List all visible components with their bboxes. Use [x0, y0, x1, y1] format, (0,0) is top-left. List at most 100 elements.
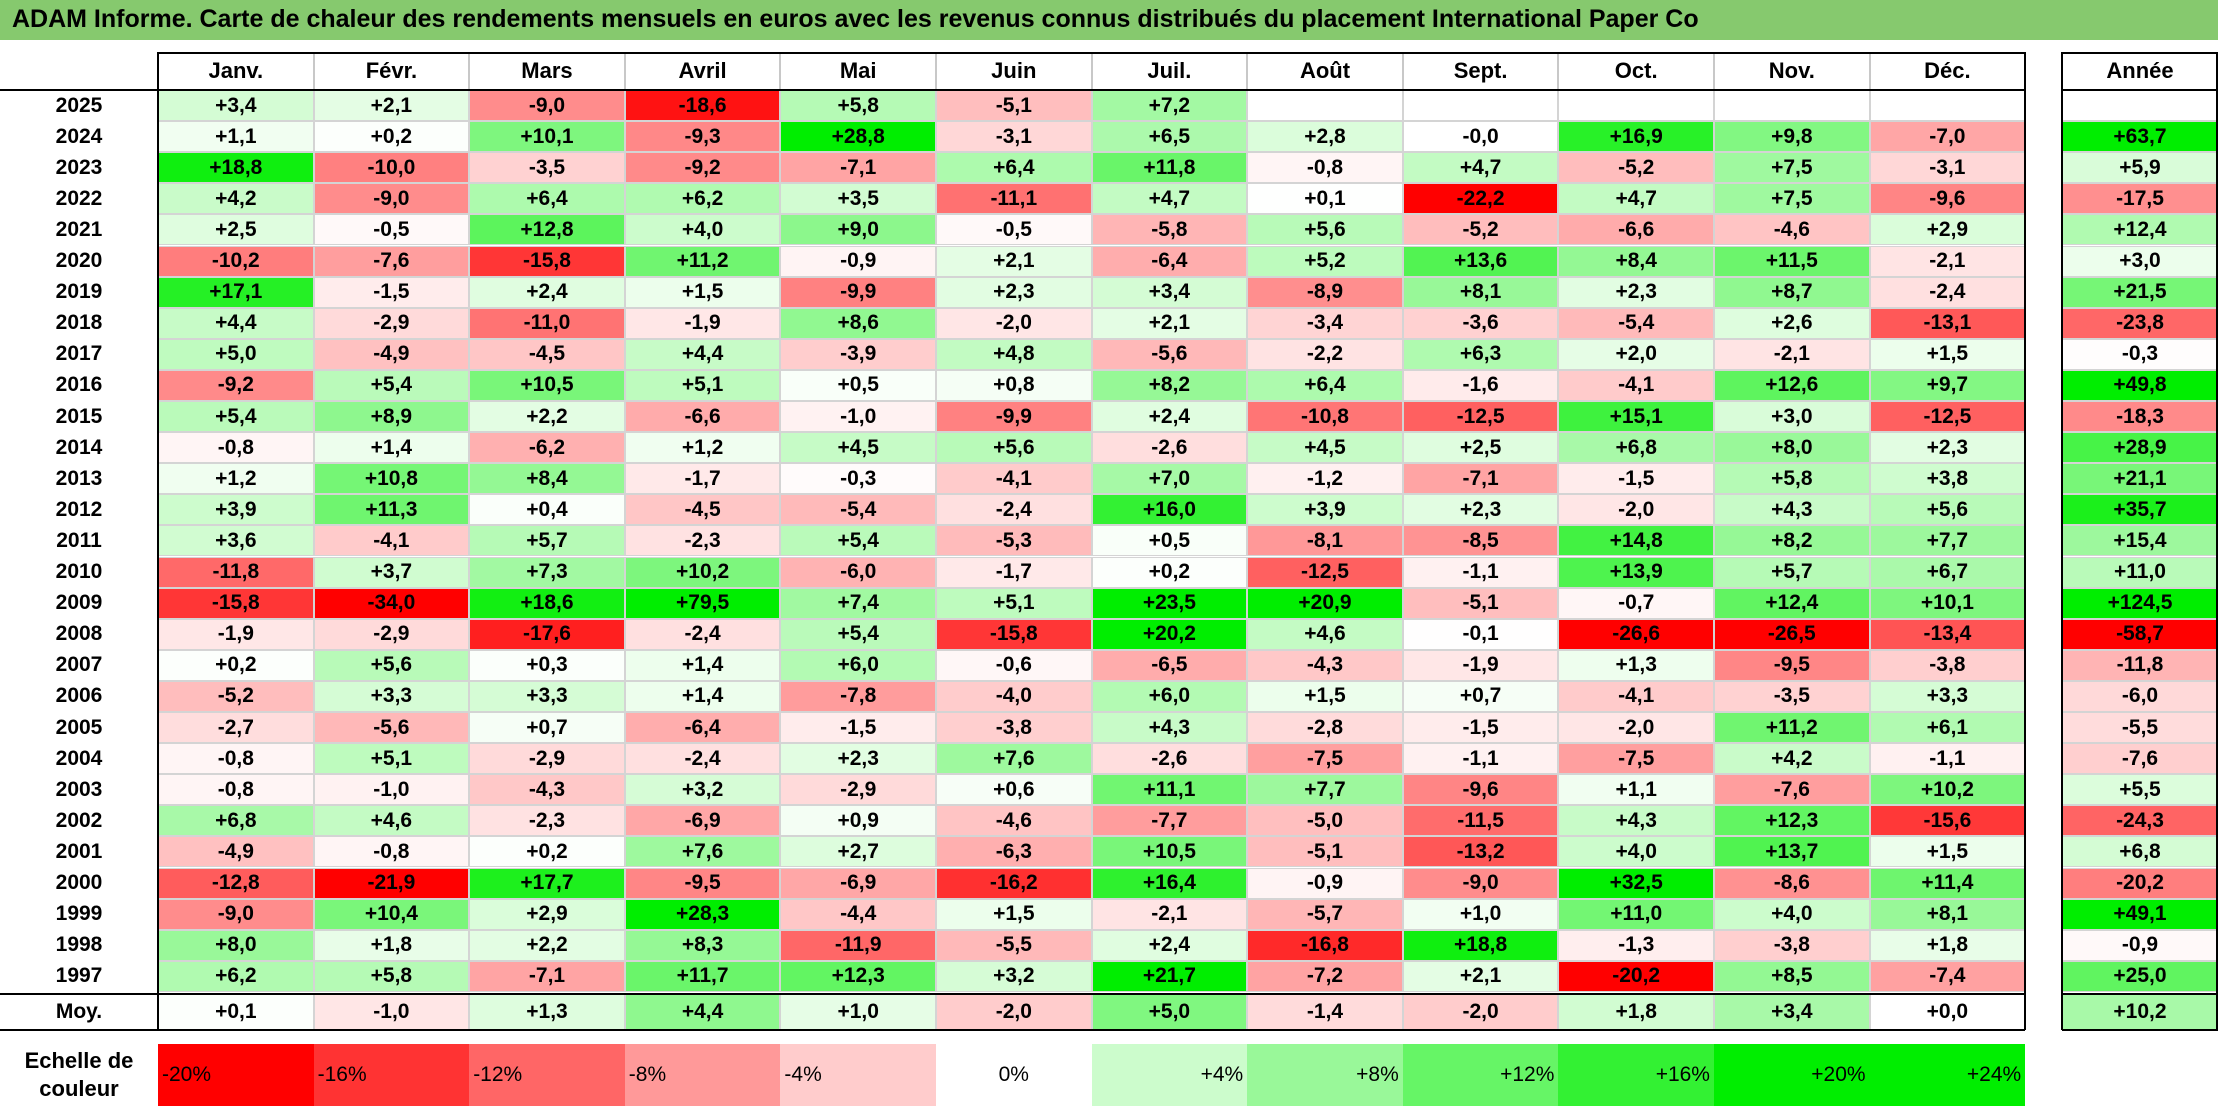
heatmap-cell: +2,4: [469, 276, 625, 308]
heatmap-cell: +8,3: [624, 929, 781, 961]
annual-cell: -11,8: [2062, 649, 2218, 681]
heatmap-cell: +8,2: [1091, 369, 1248, 401]
heatmap-cell: -1,1: [1402, 743, 1559, 775]
heatmap-cell: +1,8: [313, 929, 470, 961]
heatmap-cell: -0,7: [1558, 587, 1714, 619]
heatmap-cell: -12,5: [1402, 401, 1559, 433]
heatmap-cell: [1714, 90, 1870, 122]
heatmap-cell: -8,1: [1247, 525, 1403, 557]
heatmap-cell: -5,3: [936, 525, 1092, 557]
heatmap-cell: -2,6: [1091, 743, 1248, 775]
heatmap-cell: +2,3: [1402, 494, 1559, 526]
year-label: 2014: [55, 435, 103, 459]
heatmap-cell: -5,2: [1558, 152, 1714, 184]
heatmap-cell: +2,2: [469, 401, 625, 433]
annual-left-line: [2061, 52, 2063, 1030]
heatmap-cell: +6,2: [158, 960, 314, 992]
month-header: Mai: [780, 52, 936, 90]
heatmap-cell: -17,6: [469, 618, 625, 650]
heatmap-cell: +12,3: [780, 960, 936, 992]
heatmap-cell: +5,0: [158, 338, 314, 370]
heatmap-cell: +4,2: [158, 183, 314, 215]
year-label: 2016: [55, 373, 103, 397]
heatmap-cell: +0,2: [313, 121, 470, 153]
header-left-line: [157, 52, 159, 1030]
heatmap-cell: +0,5: [780, 369, 936, 401]
heatmap-cell: +5,1: [313, 743, 470, 775]
heatmap-cell: +7,7: [1869, 525, 2026, 557]
heatmap-cell: +12,3: [1714, 805, 1870, 837]
heatmap-cell: -1,2: [1247, 463, 1403, 495]
heatmap-cell: +8,1: [1869, 898, 2026, 930]
heatmap-cell: +3,8: [1869, 463, 2026, 495]
grid-right-line: [2024, 52, 2027, 1030]
heatmap-cell: +2,0: [1558, 338, 1714, 370]
heatmap-cell: -0,8: [313, 836, 470, 868]
heatmap-cell: +20,9: [1247, 587, 1403, 619]
color-scale-stop: +20%: [1714, 1044, 1870, 1106]
heatmap-cell: +1,2: [624, 432, 781, 464]
heatmap-cell: +10,2: [624, 556, 781, 588]
color-scale-stop: +24%: [1869, 1044, 2026, 1106]
heatmap-cell: -6,3: [936, 836, 1092, 868]
heatmap-cell: +3,3: [313, 680, 470, 712]
heatmap-cell: -9,6: [1869, 183, 2026, 215]
heatmap-cell: -4,9: [158, 836, 314, 868]
year-label: 2023: [55, 155, 103, 179]
heatmap-cell: +20,2: [1091, 618, 1248, 650]
heatmap-cell: +0,2: [1091, 556, 1248, 588]
heatmap-cell: +0,2: [469, 836, 625, 868]
color-scale-label-line2: couleur: [39, 1076, 119, 1101]
heatmap-cell: +2,5: [158, 214, 314, 246]
annual-average-top-line: [2062, 993, 2218, 995]
heatmap-cell: +3,4: [158, 90, 314, 122]
heatmap-cell: +10,1: [469, 121, 625, 153]
heatmap-cell: +7,6: [936, 743, 1092, 775]
heatmap-cell: -11,1: [936, 183, 1092, 215]
heatmap-cell: -7,5: [1247, 743, 1403, 775]
heatmap-cell: +12,8: [469, 214, 625, 246]
heatmap-cell: -1,5: [1402, 712, 1559, 744]
heatmap-cell: -2,9: [313, 618, 470, 650]
heatmap-cell: -2,4: [1869, 276, 2026, 308]
heatmap-cell: -6,4: [624, 712, 781, 744]
heatmap-cell: -1,1: [1402, 556, 1559, 588]
heatmap-cell: -5,4: [1558, 307, 1714, 339]
heatmap-cell: -7,5: [1558, 743, 1714, 775]
heatmap-cell: -2,0: [936, 307, 1092, 339]
heatmap-cell: +14,8: [1558, 525, 1714, 557]
heatmap-cell: -3,9: [780, 338, 936, 370]
color-scale-stop: -16%: [313, 1044, 470, 1106]
heatmap-cell: +28,8: [780, 121, 936, 153]
annual-cell: -7,6: [2062, 743, 2218, 775]
heatmap-cell: -5,0: [1247, 805, 1403, 837]
year-label: 2010: [55, 560, 103, 584]
month-header: Oct.: [1558, 52, 1714, 90]
heatmap-cell: +5,1: [624, 369, 781, 401]
annual-cell: -58,7: [2062, 618, 2218, 650]
heatmap-cell: +1,8: [1869, 929, 2026, 961]
heatmap-cell: -2,4: [624, 743, 781, 775]
annual-cell: +21,1: [2062, 463, 2218, 495]
heatmap-cell: -3,8: [1714, 929, 1870, 961]
heatmap-cell: +1,1: [158, 121, 314, 153]
heatmap-cell: -6,6: [624, 401, 781, 433]
heatmap-cell: -7,1: [469, 960, 625, 992]
heatmap-cell: -0,8: [1247, 152, 1403, 184]
heatmap-cell: +0,9: [780, 805, 936, 837]
heatmap-cell: -3,1: [1869, 152, 2026, 184]
heatmap-cell: +1,4: [624, 680, 781, 712]
heatmap-cell: +11,3: [313, 494, 470, 526]
heatmap-cell: -11,0: [469, 307, 625, 339]
annual-cell: +49,8: [2062, 369, 2218, 401]
heatmap-cell: -26,6: [1558, 618, 1714, 650]
heatmap-cell: +21,7: [1091, 960, 1248, 992]
heatmap-cell: +6,0: [1091, 680, 1248, 712]
heatmap-cell: -2,3: [624, 525, 781, 557]
heatmap-cell: +4,8: [936, 338, 1092, 370]
heatmap-cell: +3,2: [624, 774, 781, 806]
heatmap-cell: -5,7: [1247, 898, 1403, 930]
heatmap-cell: -2,2: [1247, 338, 1403, 370]
annual-cell: +124,5: [2062, 587, 2218, 619]
